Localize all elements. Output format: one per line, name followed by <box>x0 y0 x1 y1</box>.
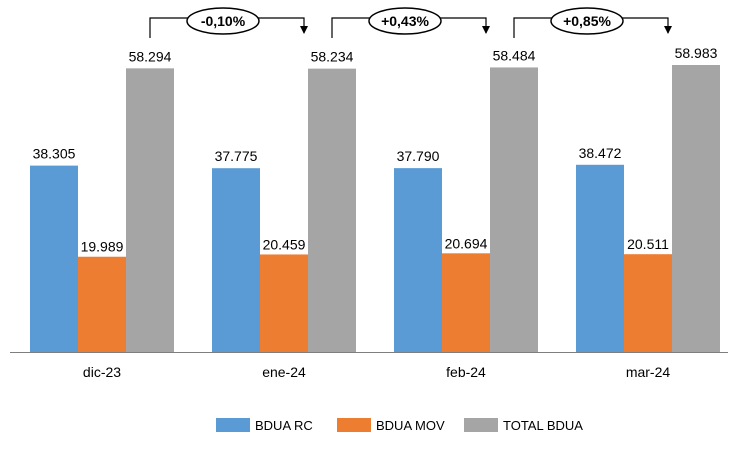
data-label-bdua-mov-ene-24: 20.459 <box>263 236 306 252</box>
data-label-bg <box>78 236 126 257</box>
data-label-total-bdua-ene-24: 58.234 <box>311 49 354 65</box>
legend-label-total-bdua: TOTAL BDUA <box>503 418 583 433</box>
data-label-total-bdua-feb-24: 58.484 <box>493 47 536 63</box>
x-tick-label-dic-23: dic-23 <box>83 364 121 380</box>
data-label-bg <box>260 234 308 255</box>
change-oval-feb-24-mar-24 <box>550 7 624 35</box>
data-label-bg <box>442 233 490 254</box>
x-tick-label-ene-24: ene-24 <box>262 364 306 380</box>
change-label-feb-24-mar-24: +0,85% <box>563 13 611 29</box>
data-label-bg <box>624 234 672 255</box>
data-label-bdua-rc-ene-24: 37.775 <box>215 148 258 164</box>
x-tick-label-mar-24: mar-24 <box>626 364 671 380</box>
data-label-bdua-rc-mar-24: 38.472 <box>579 145 622 161</box>
change-oval-dic-23-ene-24 <box>186 7 260 35</box>
bar-bdua-rc-feb-24 <box>394 168 442 352</box>
legend-swatch-bdua-mov <box>337 418 371 432</box>
bar-total-bdua-mar-24 <box>672 65 720 352</box>
bar-bdua-rc-ene-24 <box>212 168 260 352</box>
data-label-total-bdua-mar-24: 58.983 <box>675 45 718 61</box>
legend-swatch-bdua-rc <box>216 418 250 432</box>
data-label-bdua-mov-feb-24: 20.694 <box>445 235 488 251</box>
x-tick-label-feb-24: feb-24 <box>446 364 486 380</box>
change-oval-ene-24-feb-24 <box>368 7 442 35</box>
bar-bdua-mov-mar-24 <box>624 252 672 352</box>
data-label-bdua-mov-mar-24: 20.511 <box>627 236 669 252</box>
data-label-bdua-rc-feb-24: 37.790 <box>397 148 440 164</box>
bar-bdua-mov-ene-24 <box>260 252 308 352</box>
bar-total-bdua-dic-23 <box>126 68 174 352</box>
data-label-total-bdua-dic-23: 58.294 <box>129 48 172 64</box>
data-label-bdua-rc-dic-23: 38.305 <box>33 146 76 162</box>
bar-bdua-rc-mar-24 <box>576 164 624 352</box>
bar-bdua-mov-dic-23 <box>78 254 126 352</box>
bar-bdua-rc-dic-23 <box>30 165 78 352</box>
legend-label-bdua-rc: BDUA RC <box>255 418 313 433</box>
bar-total-bdua-ene-24 <box>308 68 356 352</box>
legend-swatch-total-bdua <box>464 418 498 432</box>
bar-bdua-mov-feb-24 <box>442 251 490 352</box>
change-label-ene-24-feb-24: +0,43% <box>381 13 429 29</box>
legend-label-bdua-mov: BDUA MOV <box>376 418 445 433</box>
change-label-dic-23-ene-24: -0,10% <box>201 13 246 29</box>
bar-total-bdua-feb-24 <box>490 67 538 352</box>
data-label-bdua-mov-dic-23: 19.989 <box>81 239 124 255</box>
